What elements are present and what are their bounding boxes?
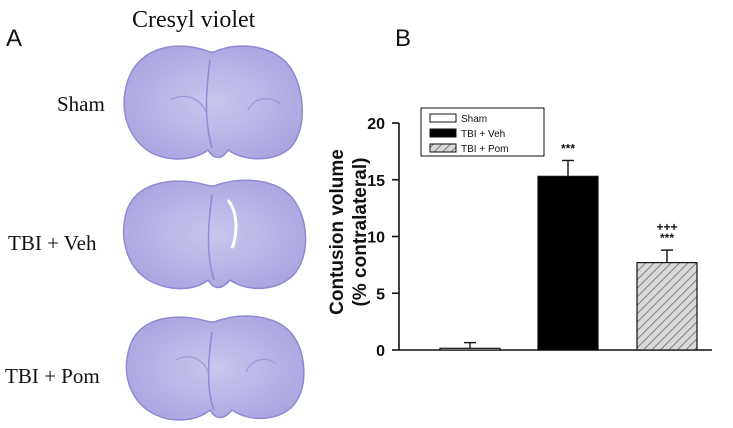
bar-1: [537, 175, 599, 351]
y-tick-label-3: 15: [367, 173, 385, 190]
y-tick-label-2: 10: [367, 230, 385, 247]
row-label-tbi-veh: TBI + Veh: [8, 231, 97, 255]
annotation-1-0: ***: [561, 141, 575, 155]
panel-a-letter: A: [6, 25, 22, 52]
y-axis-label-line2: (% contralateral): [350, 158, 371, 307]
bar-0: [439, 347, 501, 351]
annotation-2-0: +++: [656, 220, 677, 234]
brain-section-tbi-pom: [125, 315, 305, 421]
row-label-sham: Sham: [57, 92, 105, 116]
legend-label-tbi-pom: TBI + Pom: [461, 144, 509, 155]
legend-label-tbi-veh: TBI + Veh: [461, 129, 505, 140]
y-tick-label-1: 5: [376, 286, 385, 303]
brain-section-sham: [123, 45, 303, 160]
legend-swatch-tbi-veh: [429, 128, 457, 138]
brain-section-tbi-veh: [123, 179, 307, 290]
y-tick-label-4: 20: [367, 116, 385, 133]
y-axis-label-line1: Contusion volume: [327, 149, 348, 315]
y-tick-label-0: 0: [376, 343, 385, 360]
legend-swatch-tbi-pom: [429, 143, 457, 153]
row-label-tbi-pom: TBI + Pom: [5, 364, 100, 388]
bar-2: [636, 262, 698, 351]
y-ticks: 0 5 10 15 20: [367, 116, 399, 360]
stain-title: Cresyl violet: [132, 7, 256, 33]
legend-swatch-sham: [429, 113, 457, 123]
panel-b-letter: B: [395, 25, 411, 52]
bars: ***+++***: [439, 141, 698, 351]
legend: Sham TBI + Veh TBI + Pom: [420, 107, 545, 157]
annotation-2-1: ***: [660, 231, 674, 245]
legend-label-sham: Sham: [461, 114, 487, 125]
y-axis-label: Contusion volume (% contralateral): [327, 149, 371, 315]
